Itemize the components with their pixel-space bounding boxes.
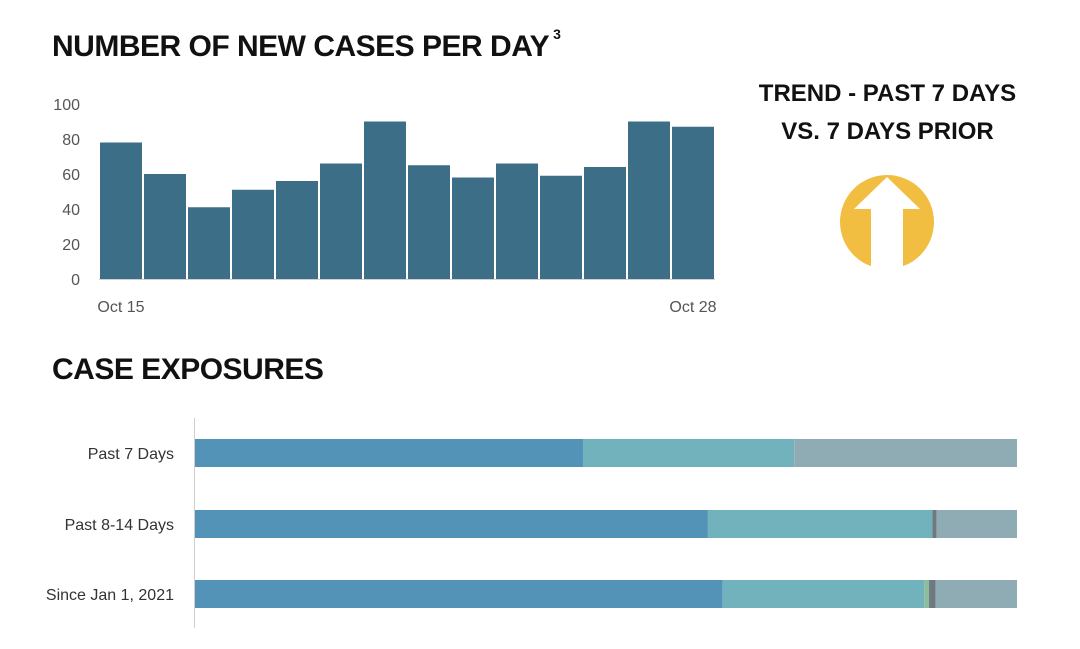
y-tick-label: 80: [62, 132, 80, 149]
exposure-segment: [924, 580, 930, 608]
cases-chart-title: NUMBER OF NEW CASES PER DAY 3: [52, 26, 561, 63]
exposure-segment: [195, 580, 723, 608]
cases-bar: [628, 121, 670, 279]
exposure-segment: [794, 439, 1017, 467]
cases-bar: [276, 181, 318, 279]
cases-bar: [188, 207, 230, 279]
category-label: Since Jan 1, 2021: [46, 587, 174, 604]
x-tick-label: Oct 28: [669, 299, 716, 316]
y-tick-label: 20: [62, 237, 80, 254]
cases-bar: [364, 121, 406, 279]
cases-bar: [144, 174, 186, 279]
cases-bar: [584, 167, 626, 279]
exposure-segment: [932, 510, 937, 538]
category-label: Past 8-14 Days: [65, 517, 174, 534]
trend-title-line2: VS. 7 DAYS PRIOR: [781, 118, 994, 145]
trend-title-line1: TREND - PAST 7 DAYS: [758, 80, 1017, 107]
x-tick-label: Oct 15: [97, 299, 144, 316]
category-label: Past 7 Days: [88, 446, 174, 463]
cases-bar: [496, 163, 538, 279]
cases-bar: [452, 177, 494, 279]
cases-bar: [672, 126, 714, 279]
y-tick-label: 100: [53, 97, 80, 114]
cases-bar: [100, 142, 142, 279]
exposure-segment: [935, 580, 1017, 608]
cases-bar: [408, 165, 450, 279]
cases-bar: [232, 189, 274, 279]
footnote-marker: 3: [553, 26, 561, 42]
trend-arrow: [854, 177, 920, 269]
exposure-segment: [582, 439, 795, 467]
y-tick-label: 40: [62, 202, 80, 219]
exposure-segment: [195, 510, 708, 538]
cases-bar: [540, 175, 582, 279]
cases-bar: [320, 163, 362, 279]
exposure-segment: [707, 510, 933, 538]
exposure-segment: [195, 439, 583, 467]
y-tick-label: 0: [71, 272, 80, 289]
exposure-segment: [722, 580, 925, 608]
trend-title: TREND - PAST 7 DAYS VS. 7 DAYS PRIOR: [730, 75, 1045, 151]
exposure-segment: [936, 510, 1017, 538]
exposures-chart-title: CASE EXPOSURES: [52, 353, 324, 386]
exposure-segment: [929, 580, 936, 608]
y-tick-label: 60: [62, 167, 80, 184]
